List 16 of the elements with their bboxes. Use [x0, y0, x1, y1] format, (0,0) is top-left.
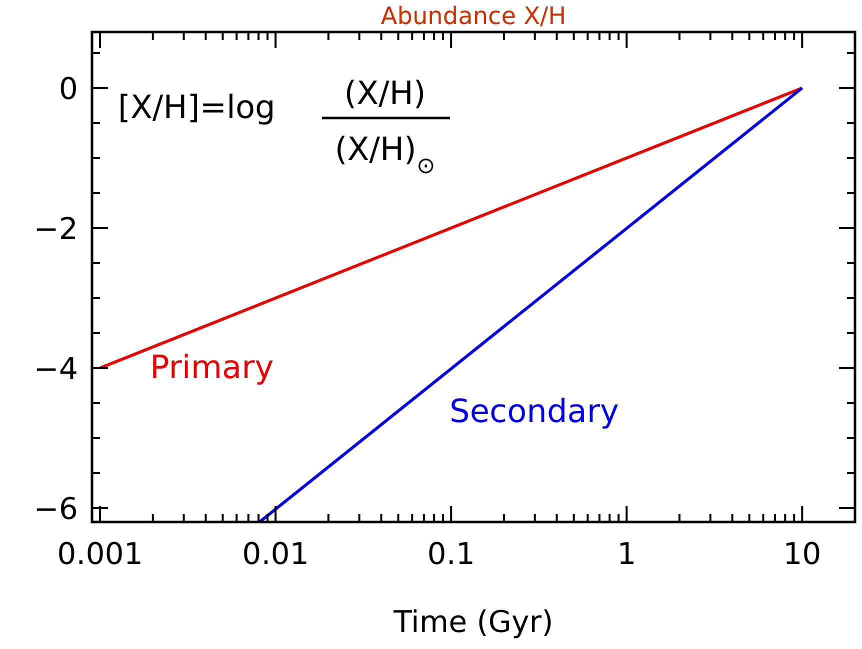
y-tick-label: −6	[34, 492, 78, 527]
x-tick-label: 1	[617, 537, 636, 572]
x-tick-label: 0.01	[242, 537, 309, 572]
y-tick-label: −4	[34, 352, 78, 387]
annotation: (X/H)	[344, 74, 426, 112]
x-tick-label: 10	[783, 537, 822, 572]
y-tick-label: 0	[58, 72, 78, 107]
x-tick-label: 0.001	[57, 537, 143, 572]
annotation: (X/H)$_{⊙}$	[334, 130, 436, 179]
y-tick-label: −2	[34, 212, 78, 247]
x-tick-label: 0.1	[427, 537, 475, 572]
series-label: Primary	[150, 348, 274, 386]
annotation: [X/H]=log	[118, 88, 276, 126]
series-label: Secondary	[450, 392, 619, 430]
chart-title: Abundance X/H	[380, 2, 566, 30]
x-axis-title: Time (Gyr)	[392, 605, 554, 640]
